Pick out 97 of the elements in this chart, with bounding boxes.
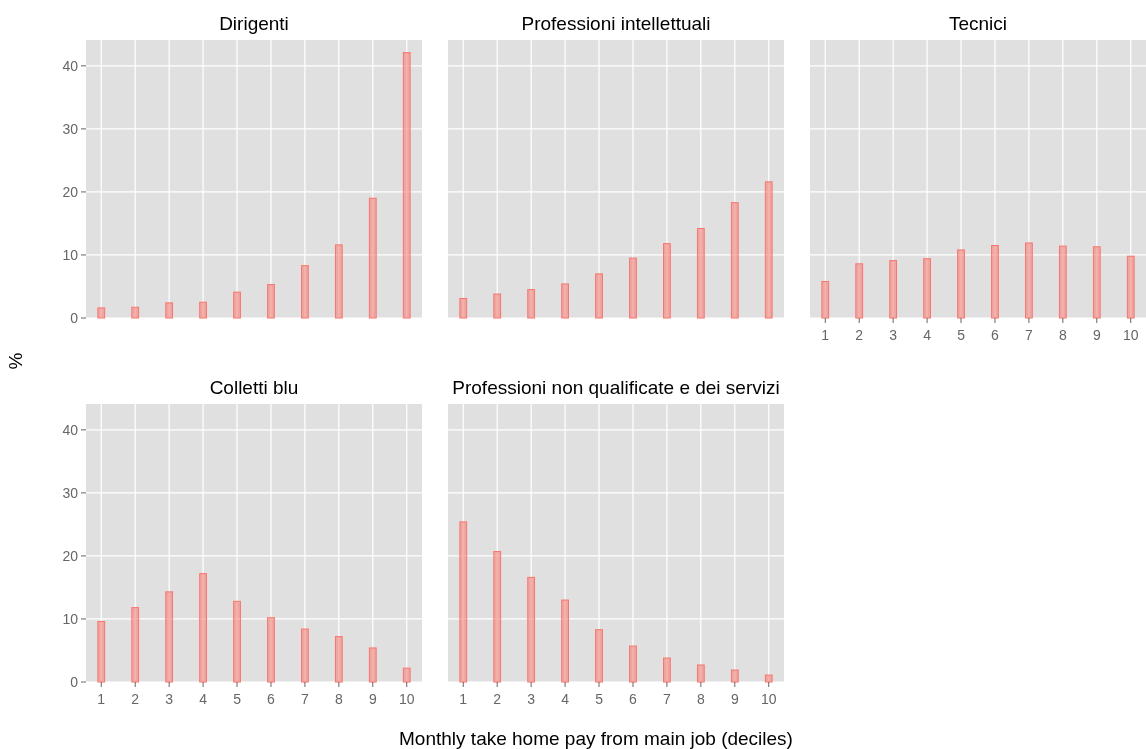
bar xyxy=(561,283,569,319)
bar xyxy=(493,551,502,683)
bar xyxy=(764,674,773,683)
bar xyxy=(368,647,377,683)
chart-title: Professioni non qualificate e dei servizi xyxy=(452,377,780,398)
x-tick-label: 9 xyxy=(1092,327,1101,343)
y-tick-label: 10 xyxy=(62,246,79,263)
bar xyxy=(97,307,106,319)
bar xyxy=(991,245,999,319)
bar xyxy=(165,302,174,319)
x-tick-label: 7 xyxy=(663,691,672,707)
x-tick-label: 6 xyxy=(629,691,638,707)
x-tick-label: 8 xyxy=(334,691,343,707)
bar xyxy=(459,297,468,319)
x-tick-label: 1 xyxy=(821,327,830,343)
x-tick-label: 4 xyxy=(561,691,570,707)
x-tick-label: 8 xyxy=(696,691,705,707)
bar xyxy=(1025,242,1033,319)
bar xyxy=(629,257,637,319)
bar xyxy=(233,600,241,683)
bar xyxy=(199,573,207,683)
bar xyxy=(459,521,468,683)
bar xyxy=(595,629,603,683)
x-tick-label: 10 xyxy=(398,691,415,707)
bar xyxy=(301,265,309,319)
x-tick-label: 2 xyxy=(131,691,140,707)
bar xyxy=(561,599,569,683)
bar xyxy=(1092,246,1101,319)
bar xyxy=(165,591,174,683)
bar xyxy=(527,289,536,319)
x-tick-label: 2 xyxy=(855,327,864,343)
bar xyxy=(267,617,275,683)
bar xyxy=(402,667,411,683)
y-tick-label: 10 xyxy=(62,610,79,627)
x-tick-label: 1 xyxy=(459,691,468,707)
bar xyxy=(855,263,864,319)
bar xyxy=(368,197,377,319)
x-axis-title: Monthly take home pay from main job (deciles) xyxy=(399,728,793,749)
x-tick-label: 8 xyxy=(1058,327,1067,343)
y-tick-label: 30 xyxy=(62,484,79,501)
x-tick-label: 4 xyxy=(199,691,208,707)
bar xyxy=(301,628,309,683)
x-tick-label: 9 xyxy=(368,691,377,707)
bar xyxy=(663,657,671,683)
bar xyxy=(821,280,830,319)
x-tick-label: 4 xyxy=(923,327,932,343)
bar xyxy=(233,291,241,319)
bar xyxy=(131,306,140,319)
bar xyxy=(730,202,739,319)
chart-title: Dirigenti xyxy=(219,13,289,34)
bar xyxy=(696,227,705,319)
bar xyxy=(1058,245,1067,319)
x-tick-label: 10 xyxy=(1122,327,1139,343)
y-tick-label: 0 xyxy=(70,673,79,690)
chart-title: Colletti blu xyxy=(209,377,299,398)
x-tick-label: 9 xyxy=(730,691,739,707)
bar xyxy=(131,607,140,683)
x-tick-label: 1 xyxy=(97,691,106,707)
x-tick-label: 6 xyxy=(267,691,276,707)
bar xyxy=(663,243,671,319)
x-tick-label: 7 xyxy=(1025,327,1034,343)
x-tick-label: 3 xyxy=(527,691,536,707)
y-tick-label: 20 xyxy=(62,547,79,564)
bar xyxy=(97,620,106,683)
bar xyxy=(595,273,603,319)
bar xyxy=(923,258,931,319)
bar xyxy=(696,664,705,683)
chart-title: Professioni intellettuali xyxy=(521,13,711,34)
bar xyxy=(493,293,502,319)
y-axis-title: % xyxy=(5,352,26,370)
bar xyxy=(889,260,898,319)
x-tick-label: 3 xyxy=(889,327,898,343)
x-tick-label: 5 xyxy=(233,691,242,707)
bar xyxy=(527,576,536,683)
y-tick-label: 20 xyxy=(62,183,79,200)
x-tick-label: 10 xyxy=(760,691,777,707)
x-tick-label: 6 xyxy=(991,327,1000,343)
x-tick-label: 7 xyxy=(301,691,310,707)
bar xyxy=(957,249,965,319)
bar xyxy=(334,244,343,319)
x-tick-label: 5 xyxy=(957,327,966,343)
y-tick-label: 30 xyxy=(62,120,79,137)
bar xyxy=(764,181,773,319)
bar xyxy=(402,52,411,319)
bar xyxy=(267,284,275,319)
x-tick-label: 2 xyxy=(493,691,502,707)
bar xyxy=(730,669,739,683)
bar xyxy=(199,301,207,319)
bar xyxy=(1126,255,1135,319)
bar xyxy=(629,645,637,683)
y-tick-label: 40 xyxy=(62,57,79,74)
y-tick-label: 40 xyxy=(62,421,79,438)
chart-title: Tecnici xyxy=(948,13,1008,34)
y-tick-label: 0 xyxy=(70,309,79,326)
bar xyxy=(334,636,343,683)
x-tick-label: 3 xyxy=(165,691,174,707)
x-tick-label: 5 xyxy=(595,691,604,707)
